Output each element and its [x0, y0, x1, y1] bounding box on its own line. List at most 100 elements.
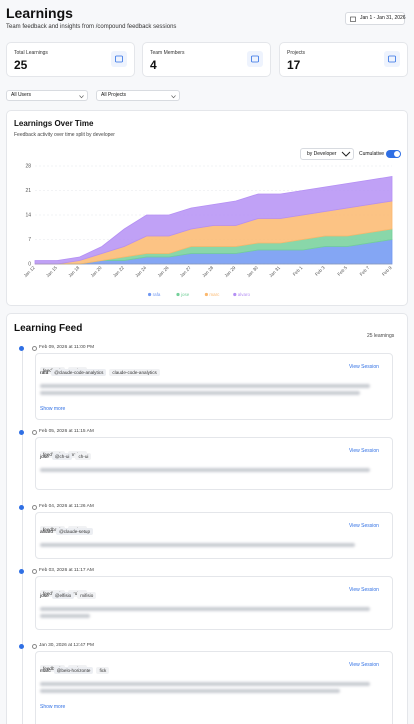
- chart-subtitle: Feedback activity over time split by dev…: [14, 132, 115, 138]
- chevron: [341, 151, 351, 157]
- timeline-dot: [19, 568, 24, 574]
- toggle-knob: [394, 151, 400, 157]
- stat-icon: [384, 51, 400, 67]
- blurred-text: [40, 614, 90, 618]
- timeline-dot: [19, 345, 24, 351]
- show-more-link[interactable]: Show more: [40, 704, 66, 710]
- entry-date: Feb 09, 2026 at 11:00 PM: [39, 345, 95, 350]
- group-by-select[interactable]: by Developer: [300, 148, 354, 160]
- x-tick-label: Jan 15: [45, 265, 58, 278]
- legend-label: rafa: [153, 292, 161, 297]
- date-range-button[interactable]: Jan 1 - Jan 31, 2026: [345, 12, 406, 25]
- user-row: rafa @claude-code-analytics claude-code-an…: [40, 369, 163, 376]
- entry-card: feedbackprojectmarc@belo-horizontefickVi…: [35, 651, 393, 724]
- stat-icon: [247, 51, 263, 67]
- chart-title: Learnings Over Time: [14, 119, 94, 128]
- x-tick-label: Jan 26: [156, 265, 169, 278]
- stat-value: 25: [14, 58, 28, 72]
- user-name: jose: [40, 455, 49, 460]
- y-tick-label: 28: [25, 164, 31, 170]
- view-session-link[interactable]: View Session: [349, 448, 379, 454]
- cumulative-toggle[interactable]: [386, 150, 401, 158]
- filter-label: All Users: [11, 92, 32, 98]
- user-row: marc @belo-horizonte fick: [40, 667, 112, 674]
- timeline-dot: [19, 429, 24, 435]
- x-tick-label: Jan 28: [201, 265, 214, 278]
- timeline-line: [21, 348, 23, 724]
- view-session-link[interactable]: View Session: [349, 364, 379, 370]
- stat-value: 17: [287, 58, 301, 72]
- clock-icon: [32, 346, 37, 351]
- x-tick-label: Jan 12: [23, 265, 36, 278]
- project-badge: @belo-horizonte: [53, 667, 94, 674]
- x-tick-label: Jan 31: [268, 265, 281, 278]
- x-tick-label: Jan 24: [134, 265, 147, 278]
- show-more-link[interactable]: Show more: [40, 406, 66, 412]
- stat-card: Total Learnings 25: [6, 42, 135, 77]
- entry-date: Jan 30, 2026 at 12:47 PM: [39, 643, 94, 648]
- user-row: alvaro @claude-setup: [40, 528, 96, 535]
- stat-icon: [111, 51, 127, 67]
- view-session-link[interactable]: View Session: [349, 662, 379, 668]
- x-tick-label: Feb 7: [359, 265, 371, 277]
- tag-badge: ch-ui: [75, 453, 92, 460]
- stat-label: Total Learnings: [14, 50, 48, 56]
- entry-date: Feb 03, 2026 at 11:17 AM: [39, 568, 94, 573]
- stat-label: Projects: [287, 50, 306, 56]
- filter-select[interactable]: All Users: [6, 90, 88, 101]
- tag-badge: claude-code-analytics: [109, 369, 160, 376]
- project-badge: @claude-setup: [56, 528, 94, 535]
- blurred-text: [40, 682, 370, 686]
- clock-icon: [32, 430, 37, 435]
- entry-date: Feb 04, 2026 at 11:26 AM: [39, 504, 94, 509]
- date-range: Jan 1 - Jan 31, 2026: [360, 15, 406, 21]
- x-tick-label: Feb 3: [314, 265, 326, 277]
- legend-swatch: [148, 292, 152, 297]
- chevron: [171, 94, 176, 103]
- legend-label: alvaro: [238, 292, 251, 297]
- tag-badge: fick: [96, 667, 110, 674]
- x-tick-label: Jan 30: [246, 265, 259, 278]
- stat-label: Team Members: [150, 50, 185, 56]
- timeline-dot: [19, 643, 24, 649]
- x-tick-label: Jan 27: [179, 265, 192, 278]
- y-tick-label: 7: [28, 237, 31, 243]
- area: [34, 176, 393, 265]
- legend-label: jose: [180, 292, 190, 297]
- tag-badge: feedback: [40, 526, 65, 533]
- user-row: jose @elfisio mifisio: [40, 592, 99, 599]
- stat-card: Projects 17: [279, 42, 408, 77]
- tag-badge: mifisio: [77, 592, 97, 599]
- entry-card: feedbackprojectrafa@claude-code-analytic…: [35, 353, 393, 420]
- blurred-text: [40, 689, 340, 693]
- page-title: Learnings: [6, 5, 73, 21]
- user-name: marc: [40, 669, 51, 674]
- legend-swatch: [176, 292, 180, 297]
- user-row: jose @ch-ui ch-ui: [40, 453, 94, 460]
- cumulative-label: Cumulative: [359, 151, 385, 157]
- blurred-text: [40, 391, 360, 395]
- feed-title: Learning Feed: [14, 323, 83, 334]
- blurred-text: [40, 607, 370, 611]
- entry-date: Feb 05, 2026 at 11:15 AM: [39, 429, 94, 434]
- view-session-link[interactable]: View Session: [349, 523, 379, 529]
- icon-glyph: [251, 55, 259, 63]
- clock-icon: [32, 644, 37, 649]
- stat-value: 4: [150, 58, 157, 72]
- blurred-text: [40, 468, 370, 472]
- icon-glyph: [388, 55, 396, 63]
- group-by-label: by Developer: [307, 151, 337, 157]
- tag-badge: feedback: [40, 665, 65, 672]
- x-tick-label: Feb 1: [292, 265, 304, 277]
- filter-select[interactable]: All Projects: [96, 90, 180, 101]
- project-badge: @claude-code-analytics: [51, 369, 107, 376]
- calendar-icon: [350, 16, 356, 22]
- view-session-link[interactable]: View Session: [349, 587, 379, 593]
- project-badge: @ch-ui: [51, 453, 73, 460]
- y-tick-label: 21: [25, 188, 31, 194]
- legend-swatch: [204, 292, 208, 297]
- icon-glyph: [115, 55, 123, 63]
